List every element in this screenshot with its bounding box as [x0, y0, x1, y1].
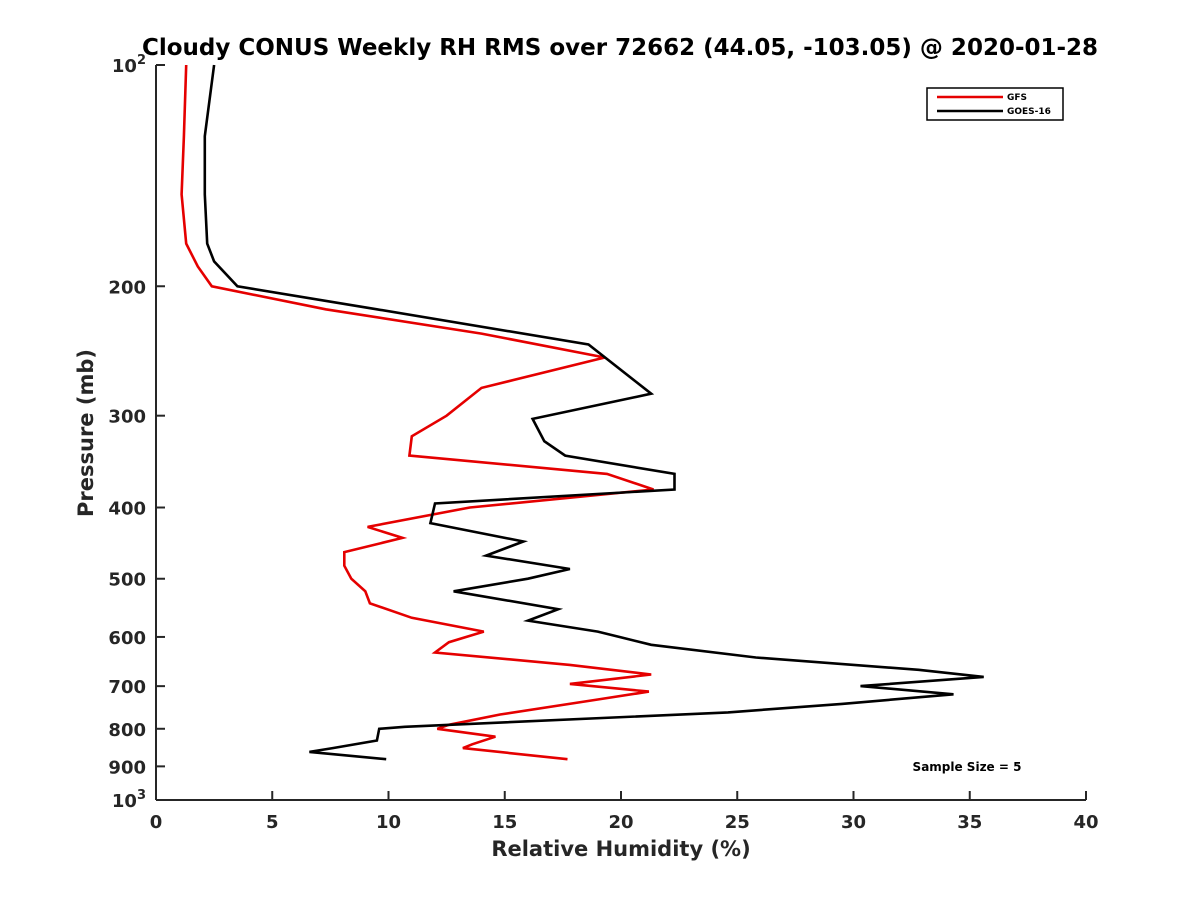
y-axis-label: Pressure (mb) [74, 349, 98, 517]
y-tick-label: 102 [112, 53, 146, 77]
x-tick-label: 25 [725, 812, 750, 833]
series-line-goes-16 [203, 64, 984, 761]
y-tick-label: 600 [108, 628, 146, 649]
y-tick-label: 200 [108, 277, 146, 298]
y-tick-label: 800 [108, 720, 146, 741]
x-ticks: 0 5 10 15 20 25 30 35 40 [150, 791, 1099, 833]
legend-box [926, 87, 1064, 121]
x-tick-label: 40 [1073, 812, 1098, 833]
x-tick-label: 10 [376, 812, 401, 833]
legend-label-goes-16: GOES-16 [1007, 107, 1051, 117]
y-tick-label: 400 [108, 499, 146, 520]
y-tick-label: 700 [108, 677, 146, 698]
sample-size-annotation: Sample Size = 5 [913, 760, 1022, 774]
y-tick-label: 900 [108, 757, 146, 778]
series-line-gfs [180, 64, 654, 761]
x-tick-label: 15 [492, 812, 517, 833]
plot-area: 0 5 10 15 20 25 30 35 40 102 200 300 400 500 600 700 80… [108, 53, 1098, 833]
legend: GFS GOES-16 [926, 87, 1064, 121]
y-ticks: 102 200 300 400 500 600 700 800 900 103 [108, 53, 165, 812]
legend-label-gfs: GFS [1007, 93, 1027, 103]
x-tick-label: 20 [608, 812, 633, 833]
y-tick-label: 103 [112, 788, 146, 812]
series-layer [180, 64, 984, 761]
x-axis-label: Relative Humidity (%) [491, 837, 750, 861]
y-tick-label: 500 [108, 570, 146, 591]
x-tick-label: 5 [266, 812, 279, 833]
x-tick-label: 0 [150, 812, 163, 833]
x-tick-label: 35 [957, 812, 982, 833]
chart-title: Cloudy CONUS Weekly RH RMS over 72662 (4… [142, 35, 1098, 61]
y-tick-label: 300 [108, 407, 146, 428]
x-tick-label: 30 [841, 812, 866, 833]
